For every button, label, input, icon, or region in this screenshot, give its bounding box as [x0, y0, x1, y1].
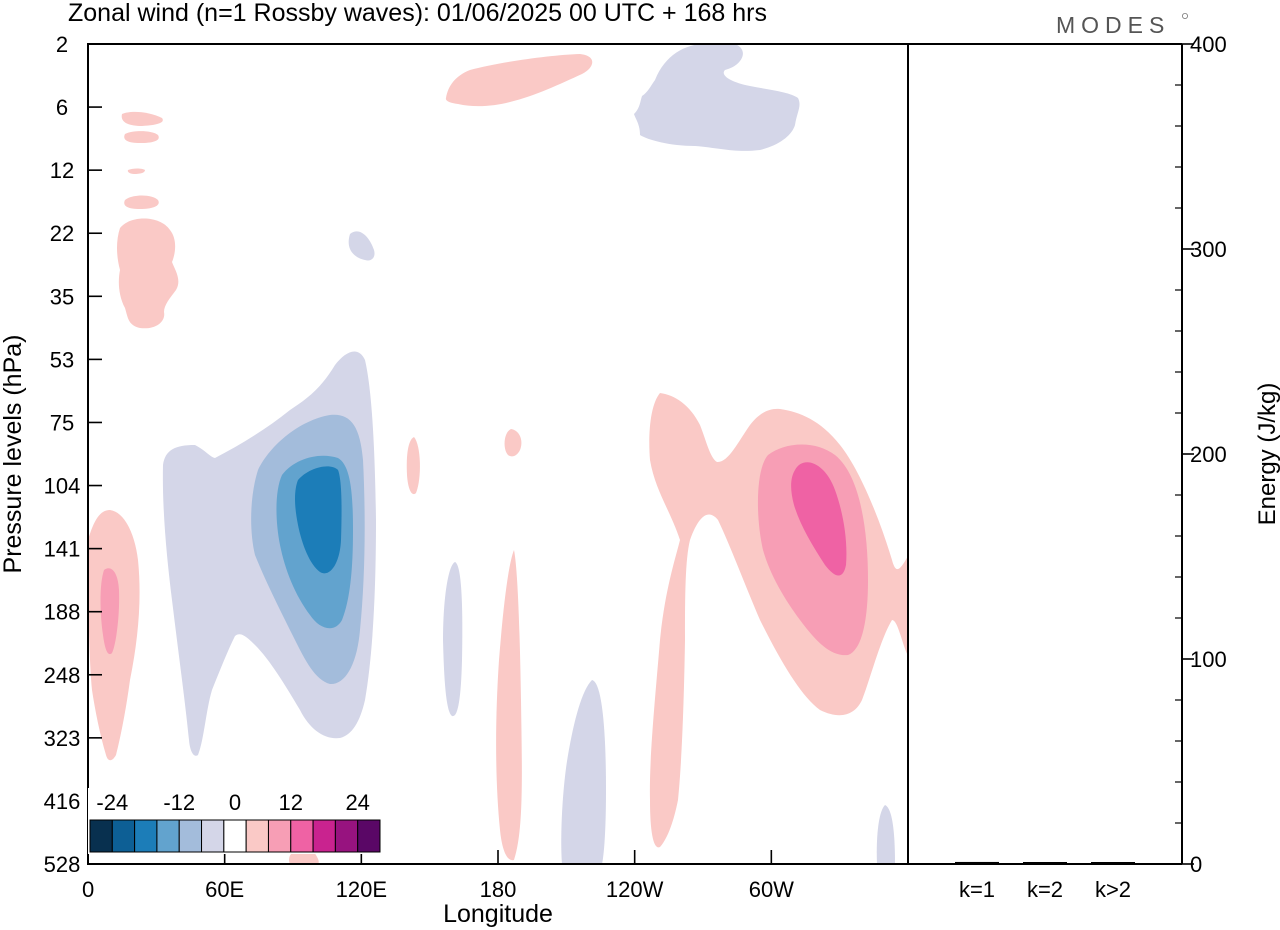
- energy-tick-label: 200: [1190, 442, 1227, 467]
- modes-logo: MODES: [1056, 12, 1189, 38]
- positive-contour-level-4: [127, 168, 145, 174]
- longitude-tick-label: 0: [82, 877, 94, 902]
- colorbar-swatch: [312, 819, 336, 853]
- positive-contour-level-4: [496, 550, 522, 861]
- colorbar-swatch: [245, 819, 269, 853]
- longitude-tick-label: 180: [480, 877, 517, 902]
- longitude-tick-label: 60W: [749, 877, 794, 902]
- negative-contour-level-16: [295, 466, 342, 574]
- pressure-tick-label: 12: [50, 158, 74, 183]
- pressure-tick-label: 104: [44, 474, 81, 499]
- positive-contour-level-4: [445, 54, 593, 107]
- energy-category-label: k>2: [1095, 877, 1131, 902]
- energy-category-label: k=2: [1027, 877, 1063, 902]
- positive-contour-level-4: [504, 429, 522, 457]
- colorbar-swatch: [89, 819, 113, 853]
- positive-contour-level-4: [121, 111, 163, 126]
- colorbar-swatch: [357, 819, 381, 853]
- colorbar-legend: -24 -12 0 12 24: [88, 788, 382, 854]
- chart-title: Zonal wind (n=1 Rossby waves): 01/06/202…: [68, 0, 767, 27]
- energy-tick-label: 100: [1190, 647, 1227, 672]
- colorbar-label: 24: [345, 790, 369, 815]
- colorbar-swatch: [223, 819, 247, 853]
- positive-contour-level-4: [117, 218, 179, 329]
- energy-tick-label: 0: [1190, 852, 1202, 877]
- negative-contour-level-4: [348, 231, 375, 261]
- energy-axis: 0 100 200 300 400: [1175, 32, 1227, 877]
- pressure-tick-label: 416: [44, 789, 81, 814]
- pressure-tick-label: 6: [56, 95, 68, 120]
- pressure-axis: 2 6 12 22 35 53 75 104 141 188 248 323 416 528: [44, 32, 102, 877]
- positive-contour-level-12: [791, 462, 847, 576]
- positive-contour-level-4: [406, 437, 420, 495]
- energy-bar: [1023, 862, 1067, 864]
- positive-contour-level-8: [757, 444, 868, 656]
- longitude-tick-label: 120W: [606, 877, 664, 902]
- contour-field: [88, 44, 908, 864]
- pressure-tick-label: 528: [44, 852, 81, 877]
- colorbar-swatch: [111, 819, 136, 853]
- longitude-tick-label: 60E: [205, 877, 244, 902]
- energy-bar-panel: k=1 k=2 k>2: [955, 861, 1135, 902]
- negative-contour-level-4: [634, 44, 800, 151]
- positive-contour-level-8: [100, 568, 120, 655]
- pressure-tick-label: 53: [50, 347, 74, 372]
- colorbar-swatch: [156, 819, 180, 853]
- colorbar-swatch: [134, 819, 158, 853]
- negative-contour-level-4: [561, 680, 606, 864]
- pressure-tick-label: 188: [44, 600, 81, 625]
- colorbar-label: 12: [279, 790, 303, 815]
- pressure-tick-label: 22: [50, 221, 74, 246]
- longitude-axis: 0 60E 120E 180 120W 60W: [82, 850, 794, 902]
- positive-contour-level-4: [124, 195, 159, 209]
- colorbar-label: -24: [96, 790, 128, 815]
- negative-contour-level-4: [876, 805, 895, 864]
- energy-category-label: k=1: [959, 877, 995, 902]
- registered-mark-icon: [1182, 12, 1189, 19]
- colorbar-label: -12: [163, 790, 195, 815]
- colorbar-swatch: [334, 819, 359, 853]
- energy-bar: [955, 861, 999, 864]
- longitude-tick-label: 120E: [336, 877, 387, 902]
- energy-axis-label: Energy (J/kg): [1254, 383, 1280, 526]
- colorbar-swatch: [178, 819, 203, 853]
- energy-bar: [1091, 862, 1135, 864]
- y-axis-label: Pressure levels (hPa): [0, 335, 27, 574]
- logo-text: MODES: [1056, 12, 1170, 38]
- pressure-tick-label: 75: [50, 410, 74, 435]
- pressure-tick-label: 35: [50, 284, 74, 309]
- colorbar-label: 0: [229, 790, 241, 815]
- energy-tick-label: 400: [1190, 32, 1227, 57]
- x-axis-label: Longitude: [443, 900, 553, 928]
- pressure-tick-label: 248: [44, 663, 81, 688]
- pressure-tick-label: 141: [44, 537, 81, 562]
- positive-contour-level-4: [124, 131, 159, 143]
- negative-contour-level-4: [443, 562, 463, 717]
- energy-tick-label: 300: [1190, 237, 1227, 262]
- pressure-tick-label: 2: [56, 32, 68, 57]
- colorbar-swatch: [267, 819, 292, 853]
- colorbar-swatch: [290, 819, 314, 853]
- colorbar-swatch: [201, 819, 225, 853]
- pressure-tick-label: 323: [44, 726, 81, 751]
